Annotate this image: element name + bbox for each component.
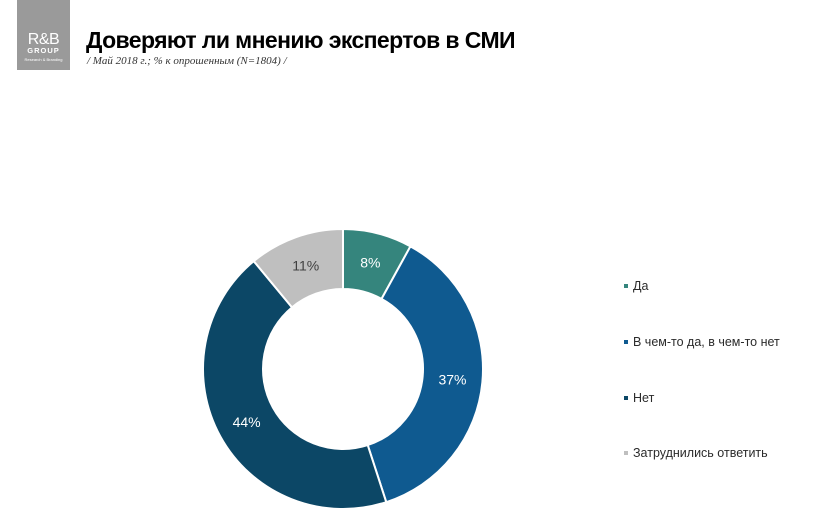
slice-undecided — [252, 227, 344, 309]
legend-label: Нет — [633, 391, 655, 405]
legend-item-no: Нет — [624, 391, 654, 405]
legend-marker — [624, 339, 628, 344]
logo-line-1: R&B — [27, 31, 60, 48]
rb-group-logo: R&B GROUP Research & Branding — [17, 0, 70, 70]
slice-label-undecided: 11% — [292, 258, 319, 274]
legend-label: В чем-то да, в чем-то нет — [633, 335, 780, 349]
legend-item-partly: В чем-то да, в чем-то нет — [624, 335, 780, 349]
legend-marker — [624, 450, 628, 455]
legend-label: Затруднились ответить — [633, 446, 768, 460]
legend-item-yes: Да — [624, 279, 648, 293]
slice-no — [202, 259, 388, 510]
page-title: Доверяют ли мнению экспертов в СМИ — [86, 27, 516, 53]
logo-line-2: GROUP — [27, 46, 60, 55]
slice-partly — [366, 244, 484, 504]
logo-line-3: Research & Branding — [24, 57, 63, 62]
legend-marker — [624, 283, 628, 288]
legend-label: Да — [633, 279, 649, 293]
slice-label-yes: 8% — [360, 254, 380, 270]
legend-item-undecided: Затруднились ответить — [624, 446, 768, 460]
donut-slices — [202, 227, 484, 510]
slice-label-no: 44% — [233, 414, 261, 430]
legend-marker — [624, 395, 628, 400]
donut-slice-labels: 8% 37% 44% 11% — [233, 254, 467, 430]
slice-label-partly: 37% — [438, 371, 466, 387]
page-subtitle: / Май 2018 г.; % к опрошенным (N=1804) / — [87, 55, 287, 67]
